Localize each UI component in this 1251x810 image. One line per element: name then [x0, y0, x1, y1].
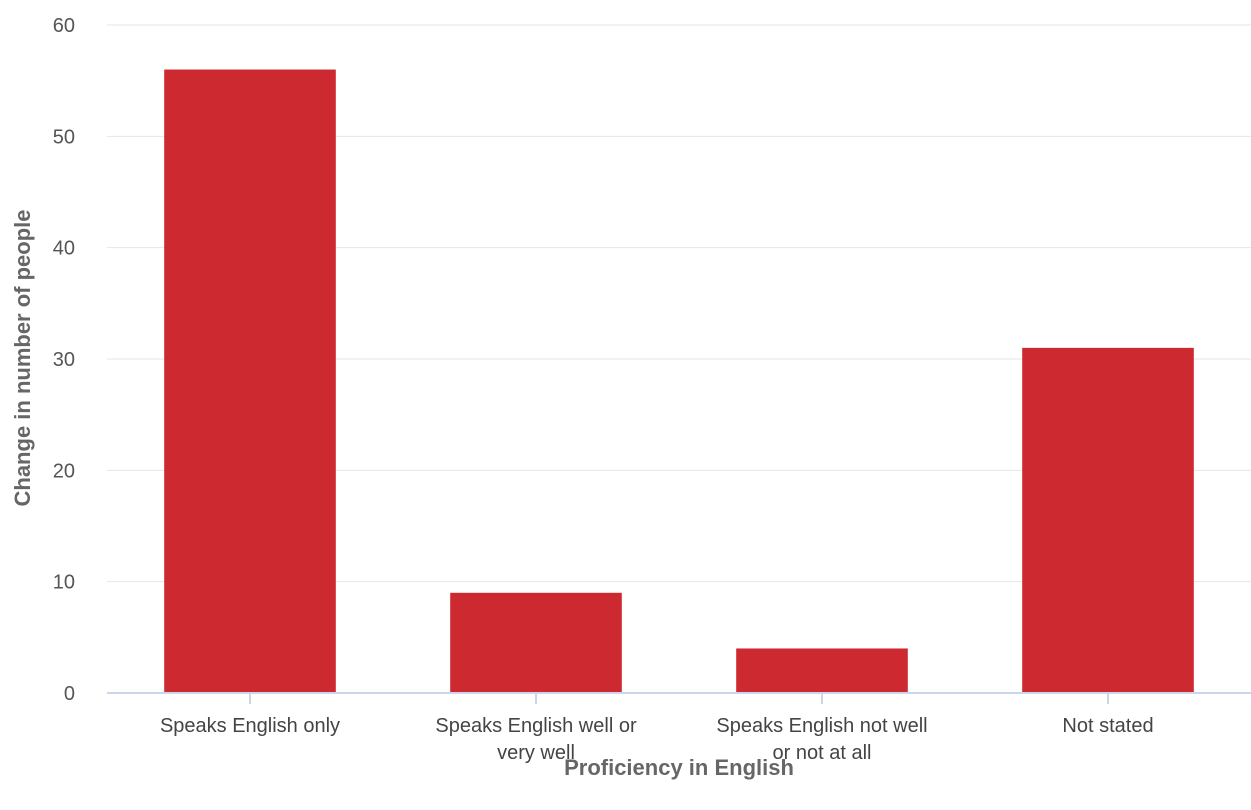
y-tick-label: 0 — [64, 683, 75, 705]
x-axis-title: Proficiency in English — [564, 755, 794, 780]
y-axis-title: Change in number of people — [10, 209, 35, 506]
bars — [164, 69, 1194, 694]
x-tick-label: Not stated — [1062, 715, 1153, 737]
x-tick-label: Speaks English not well or not at all — [716, 715, 927, 764]
x-tick-label: Speaks English only — [160, 715, 340, 737]
bar[interactable] — [450, 592, 622, 693]
x-tick-label: Speaks English well or very well — [435, 715, 637, 764]
y-tick-label: 50 — [53, 126, 75, 148]
y-tick-label: 60 — [53, 15, 75, 37]
x-axis — [107, 692, 1251, 704]
bar[interactable] — [1022, 347, 1194, 693]
bar[interactable] — [736, 648, 908, 693]
x-axis-tick-labels: Speaks English only Speaks English well o… — [160, 715, 1154, 764]
y-axis-tick-labels: 0 10 20 30 40 50 60 — [53, 15, 75, 705]
y-tick-label: 40 — [53, 238, 75, 260]
y-tick-label: 10 — [53, 572, 75, 594]
bar[interactable] — [164, 69, 336, 694]
y-tick-label: 20 — [53, 460, 75, 482]
y-tick-label: 30 — [53, 349, 75, 371]
